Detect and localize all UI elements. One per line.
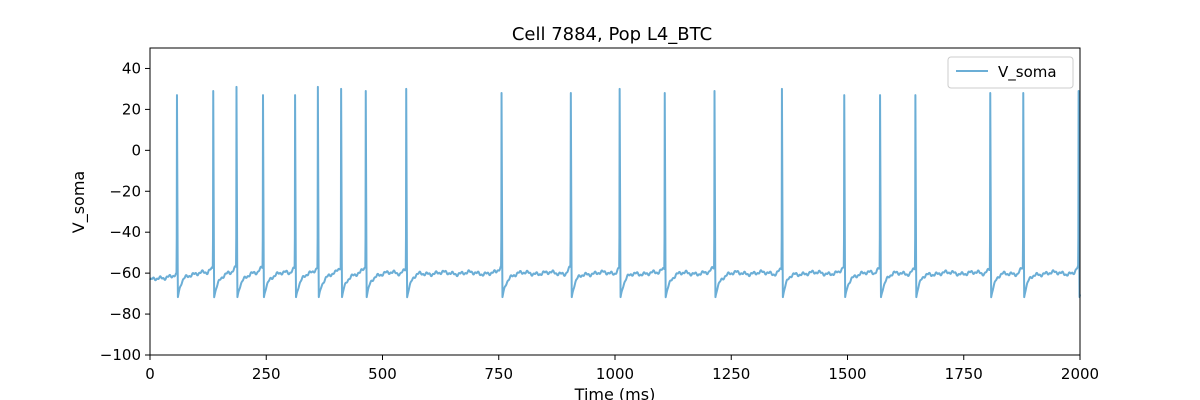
x-tick-label: 0 [145,365,155,383]
y-tick-label: −40 [109,223,141,241]
y-axis-ticks: −100 −80 −60 −40 −20 0 20 40 [100,59,150,364]
x-tick-label: 1000 [596,365,634,383]
y-axis-label: V_soma [69,171,89,233]
legend: V_soma [947,56,1074,89]
series-line-v-soma [149,85,1081,299]
x-axis-label: Time (ms) [574,385,656,400]
y-tick-label: −80 [109,305,141,323]
x-tick-label: 2000 [1061,365,1099,383]
x-axis-ticks: 0 250 500 750 1000 1250 1500 1750 2000 [145,355,1099,383]
x-tick-label: 250 [252,365,281,383]
legend-box [947,56,1074,89]
y-tick-label: −100 [100,346,141,364]
y-tick-label: 20 [122,100,141,118]
chart-title: Cell 7884, Pop L4_BTC [512,24,712,45]
x-tick-label: 1500 [828,365,866,383]
plot-area-frame [149,47,1081,356]
x-tick-label: 500 [368,365,397,383]
y-tick-label: −20 [109,182,141,200]
x-tick-label: 750 [484,365,513,383]
y-tick-label: 0 [131,141,141,159]
y-tick-label: 40 [122,59,141,77]
x-tick-label: 1250 [712,365,750,383]
y-tick-label: −60 [109,264,141,282]
x-tick-label: 1750 [945,365,983,383]
legend-label-v-soma: V_soma [998,63,1057,82]
